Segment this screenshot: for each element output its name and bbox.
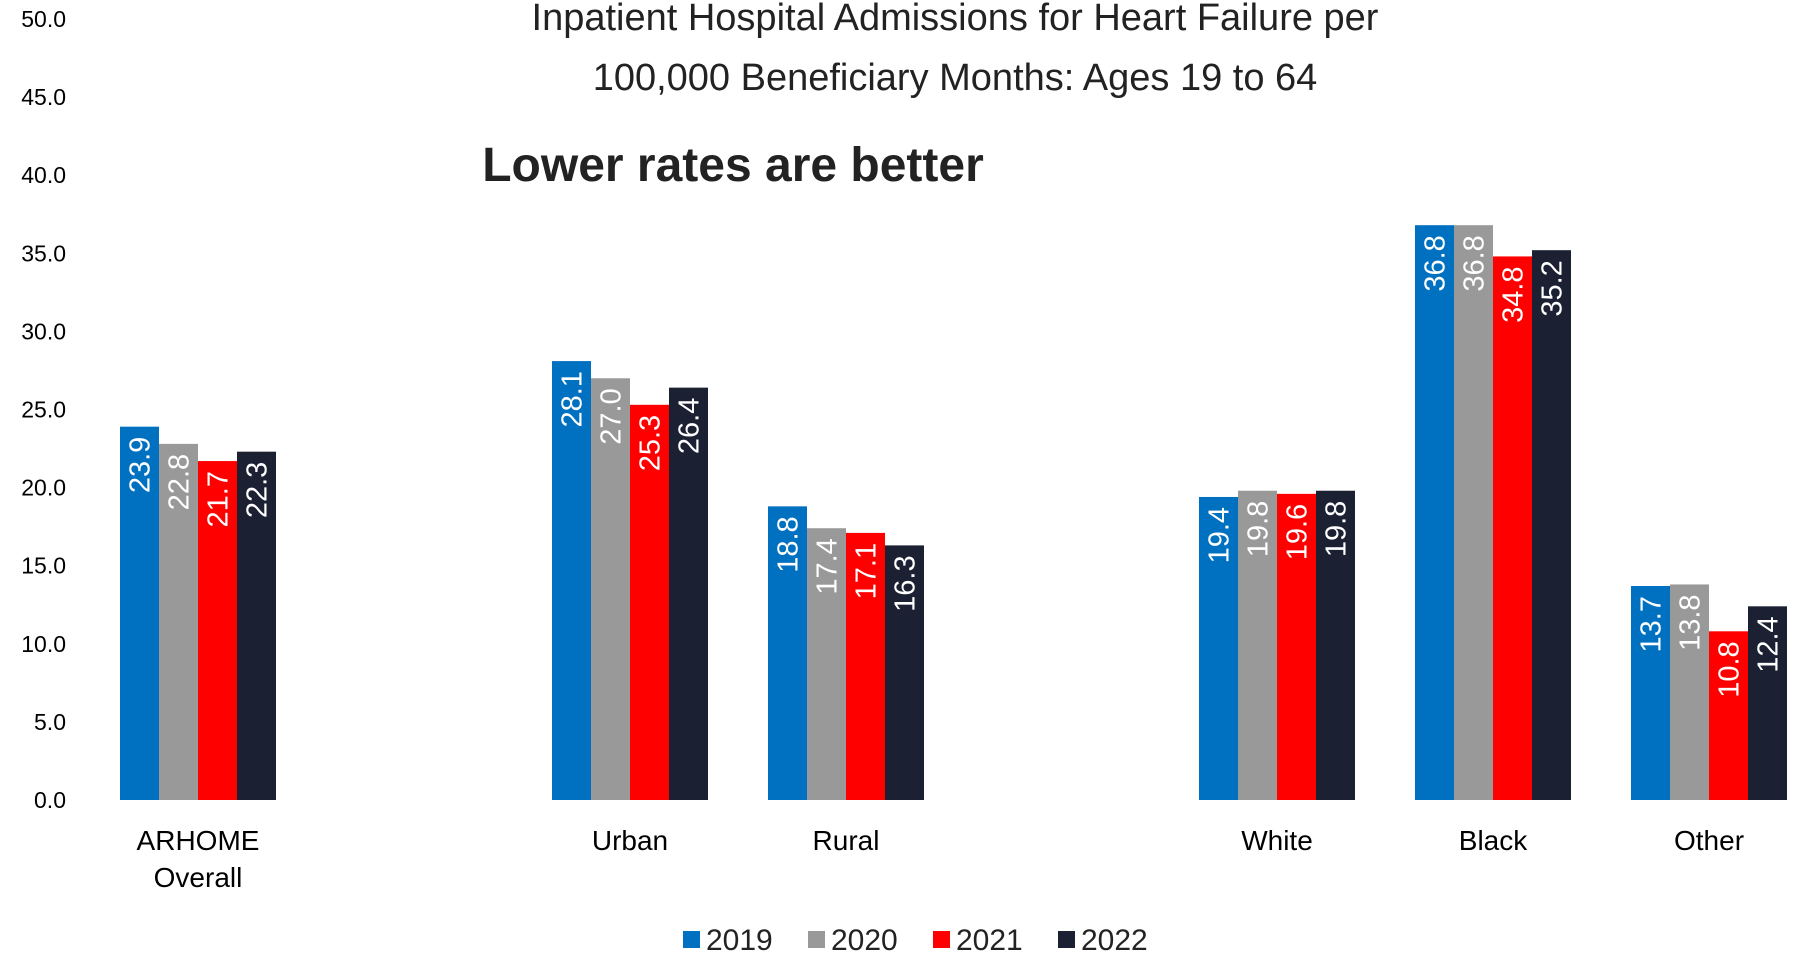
legend-label: 2020 (831, 924, 898, 957)
bar (1454, 225, 1493, 800)
data-label: 22.3 (242, 462, 274, 518)
data-label: 25.3 (635, 415, 667, 471)
chart-subtitle: Lower rates are better (482, 139, 984, 192)
data-label: 22.8 (164, 454, 196, 510)
bar (237, 451, 276, 800)
data-label: 16.3 (890, 555, 922, 611)
data-label: 36.8 (1459, 235, 1491, 291)
x-category-label: White (1241, 825, 1313, 856)
chart-title: Inpatient Hospital Admissions for Heart … (482, 0, 1379, 192)
category-labels: ARHOME Overall Urban Rural White Black Other (137, 825, 1744, 893)
data-label: 12.4 (1753, 616, 1785, 672)
x-category-label: ARHOME (137, 825, 260, 856)
bar (630, 404, 669, 800)
data-label: 28.1 (557, 371, 589, 427)
y-tick-label: 10.0 (21, 631, 66, 657)
y-axis: 0.0 5.0 10.0 15.0 20.0 25.0 30.0 35.0 40.0 45.0 50… (21, 6, 66, 813)
data-label: 26.4 (674, 398, 706, 454)
bar (807, 528, 846, 800)
y-tick-label: 15.0 (21, 553, 66, 579)
y-tick-label: 5.0 (34, 709, 66, 735)
bar (120, 426, 159, 800)
data-label: 23.9 (125, 437, 157, 493)
data-label: 19.8 (1321, 501, 1353, 557)
bar (1316, 490, 1355, 800)
bar (1277, 493, 1316, 800)
bar (1748, 606, 1787, 800)
bar (591, 378, 630, 800)
y-tick-label: 0.0 (34, 787, 66, 813)
legend-label: 2019 (706, 924, 773, 957)
legend-swatch (808, 931, 825, 948)
bar (1238, 490, 1277, 800)
bar (1670, 584, 1709, 800)
y-tick-label: 30.0 (21, 318, 66, 344)
data-label: 35.2 (1537, 260, 1569, 316)
series-2020: 22.8 27.0 17.4 19.8 36.8 13.8 (159, 225, 1709, 800)
legend: 2019 2020 2021 2022 (683, 924, 1148, 957)
series-2021: 21.7 25.3 17.1 19.6 34.8 10.8 (198, 256, 1748, 800)
data-label: 36.8 (1420, 235, 1452, 291)
bar-series-group: 23.9 28.1 18.8 19.4 36.8 13.7 22.8 27.0 17.4 19.8… (120, 225, 1787, 800)
x-category-label: Overall (154, 862, 243, 893)
chart-title-line-1: Inpatient Hospital Admissions for Heart … (532, 0, 1379, 39)
x-category-label: Other (1674, 825, 1744, 856)
bar (198, 461, 237, 800)
data-label: 21.7 (203, 471, 235, 527)
bar (885, 545, 924, 800)
bar (159, 443, 198, 800)
y-tick-label: 45.0 (21, 84, 66, 110)
bar (1631, 586, 1670, 800)
data-label: 13.8 (1675, 594, 1707, 650)
data-label: 27.0 (596, 388, 628, 444)
y-tick-label: 20.0 (21, 475, 66, 501)
bar (1532, 250, 1571, 800)
bar (1709, 631, 1748, 800)
bar (1199, 496, 1238, 800)
bar (846, 532, 885, 800)
legend-label: 2021 (956, 924, 1023, 957)
data-label: 10.8 (1714, 641, 1746, 697)
bar (1493, 256, 1532, 800)
bar (552, 361, 591, 800)
y-tick-label: 50.0 (21, 6, 66, 32)
data-label: 17.1 (851, 543, 883, 599)
y-tick-label: 35.0 (21, 240, 66, 266)
legend-label: 2022 (1081, 924, 1148, 957)
y-tick-label: 40.0 (21, 162, 66, 188)
series-2019: 23.9 28.1 18.8 19.4 36.8 13.7 (120, 225, 1670, 800)
data-label: 19.4 (1204, 507, 1236, 563)
legend-swatch (1058, 931, 1075, 948)
bar (1415, 225, 1454, 800)
legend-swatch (683, 931, 700, 948)
data-label: 19.6 (1282, 504, 1314, 560)
data-label: 18.8 (773, 516, 805, 572)
legend-swatch (933, 931, 950, 948)
data-label: 34.8 (1498, 266, 1530, 322)
y-tick-label: 25.0 (21, 397, 66, 423)
chart-title-line-2: 100,000 Beneficiary Months: Ages 19 to 6… (593, 57, 1318, 99)
data-label: 13.7 (1636, 596, 1668, 652)
series-2022: 22.3 26.4 16.3 19.8 35.2 12.4 (237, 250, 1787, 800)
data-label: 19.8 (1243, 501, 1275, 557)
x-category-label: Urban (592, 825, 668, 856)
data-label: 17.4 (812, 538, 844, 594)
bar (768, 506, 807, 800)
x-category-label: Rural (813, 825, 880, 856)
bar (669, 387, 708, 800)
x-category-label: Black (1459, 825, 1528, 856)
